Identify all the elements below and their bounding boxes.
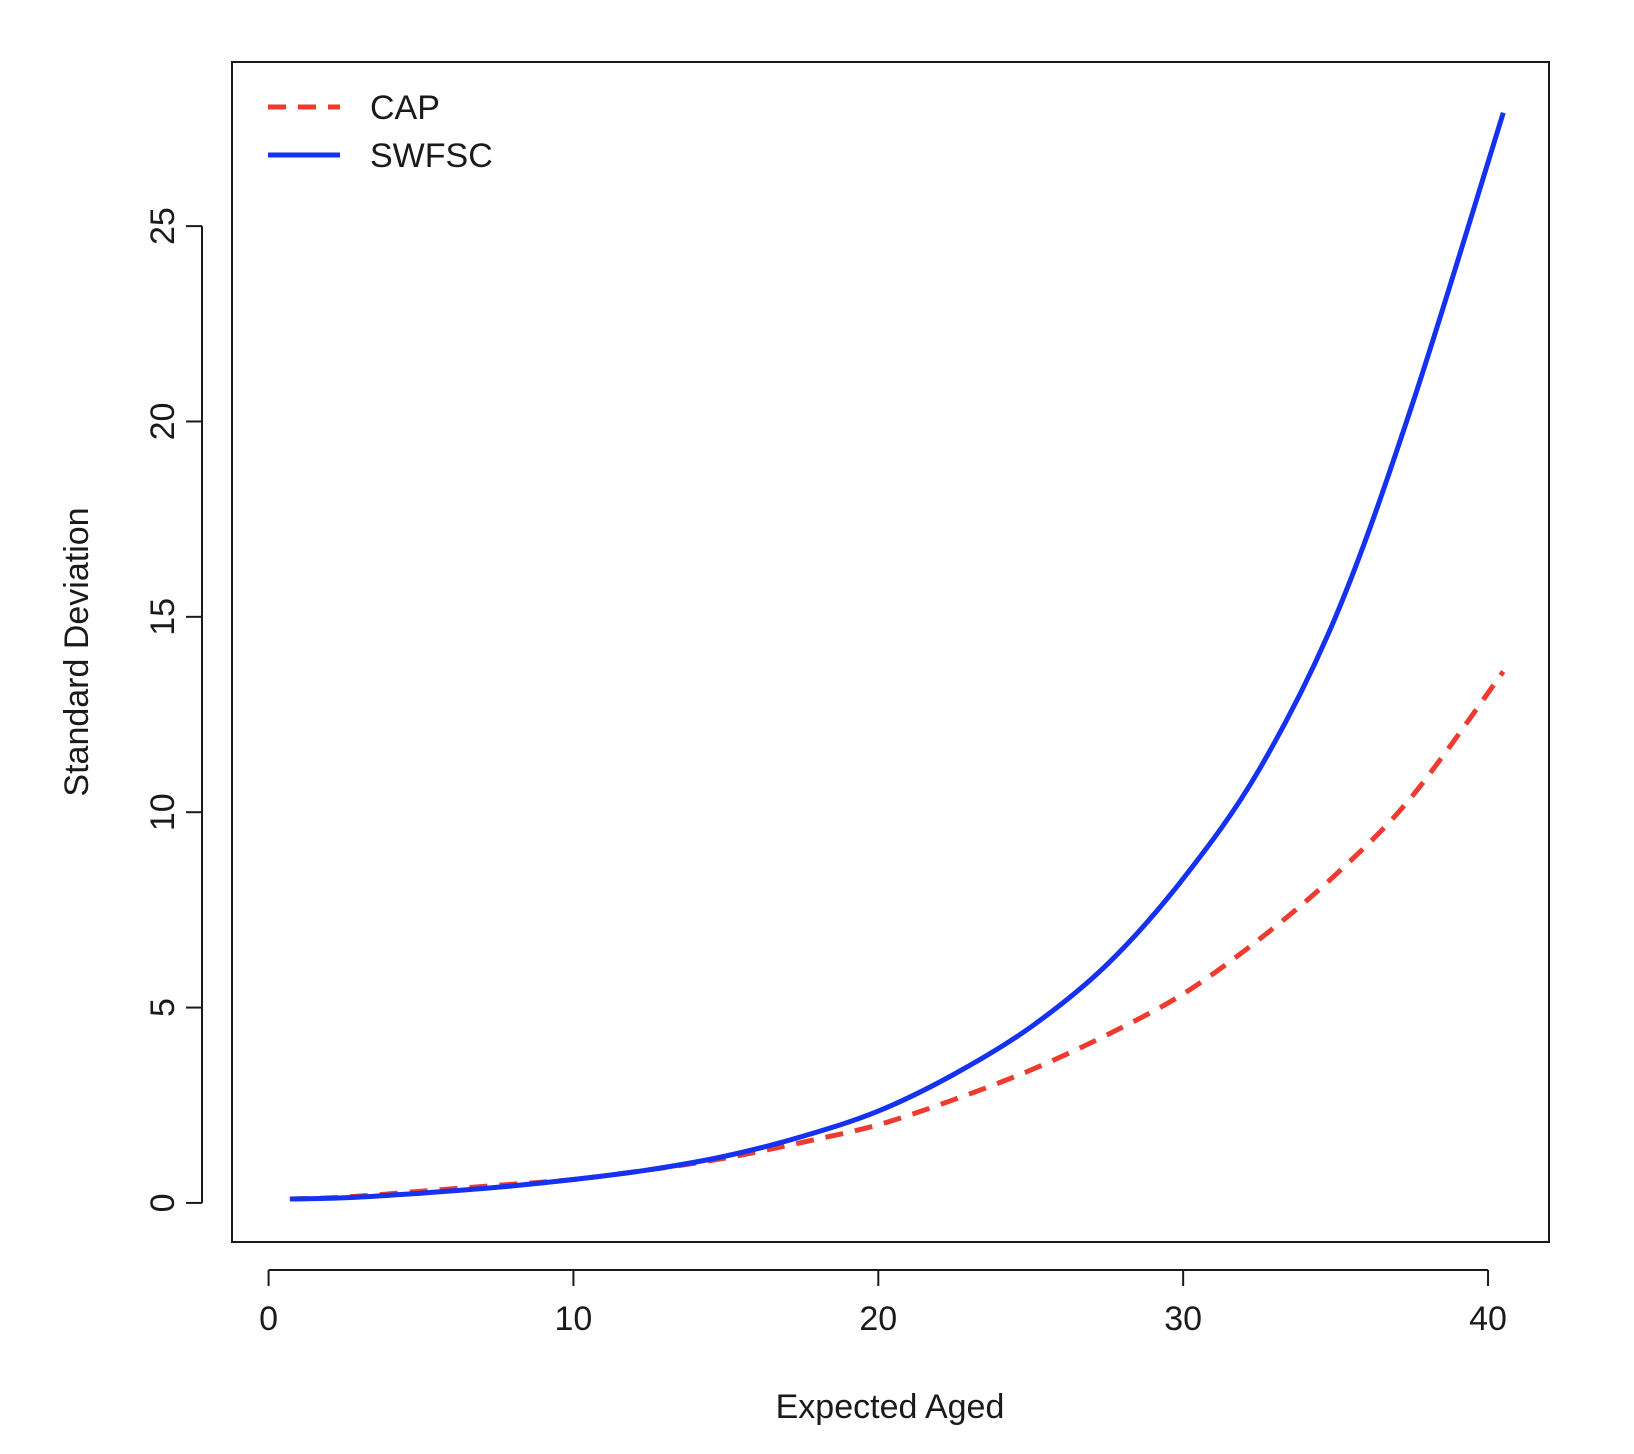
y-tick-label: 5 [144,998,182,1017]
y-tick-label: 0 [144,1193,182,1212]
y-tick-label: 10 [144,793,182,831]
y-axis-title: Standard Deviation [58,507,96,796]
x-axis: 0 10 20 30 40 [259,1269,1507,1338]
x-tick-label: 40 [1469,1300,1507,1338]
y-tick-label: 25 [144,207,182,245]
y-axis: 0 5 10 15 20 25 [144,207,203,1212]
legend-label-cap: CAP [370,89,440,127]
x-tick-label: 20 [859,1300,897,1338]
plot-frame [231,61,1550,1243]
legend: CAP SWFSC [268,89,493,175]
y-tick-label: 20 [144,403,182,441]
x-tick-label: 30 [1164,1300,1202,1338]
x-tick-label: 0 [259,1300,278,1338]
series-layer [289,112,1506,1202]
x-axis-title: Expected Aged [776,1388,1005,1426]
series-line-swfsc [289,112,1506,1202]
legend-label-swfsc: SWFSC [370,137,493,175]
x-tick-label: 10 [555,1300,593,1338]
y-tick-label: 15 [144,598,182,636]
series-line-cap [289,670,1506,1202]
